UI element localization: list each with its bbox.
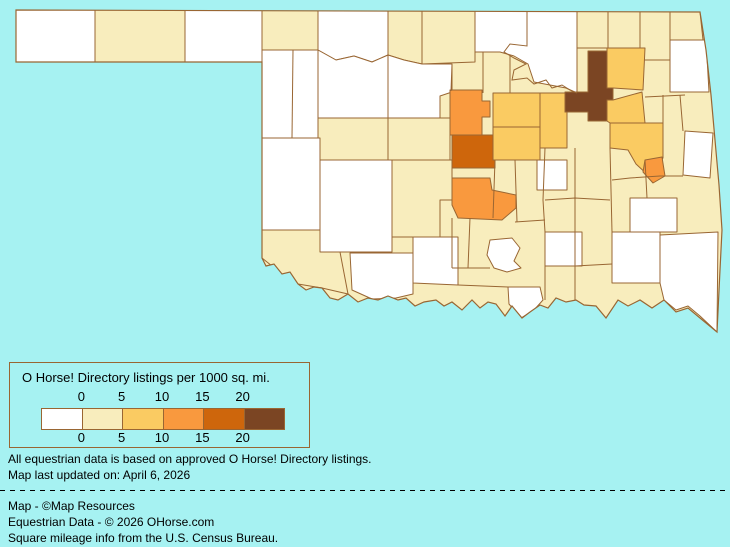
county-polygon bbox=[474, 10, 578, 94]
legend-tick-label: 10 bbox=[154, 389, 170, 404]
county-border-line bbox=[457, 284, 509, 288]
county-polygon bbox=[629, 197, 678, 233]
county-border-line bbox=[679, 94, 684, 132]
county-polygon bbox=[412, 236, 459, 286]
county-polygon bbox=[261, 10, 319, 51]
county-border-line bbox=[467, 217, 471, 269]
county-polygon bbox=[682, 130, 714, 179]
county-border-line bbox=[574, 263, 613, 267]
county-border-line bbox=[503, 10, 578, 94]
legend-swatch-dark_brown bbox=[244, 409, 284, 429]
legend-swatch-dark_orange bbox=[204, 409, 245, 429]
state-outline bbox=[15, 9, 723, 334]
county-border-line bbox=[291, 49, 294, 139]
county-polygon bbox=[261, 137, 321, 231]
county-polygon bbox=[421, 10, 476, 65]
legend-swatch-cream bbox=[82, 409, 123, 429]
legend-tick-label: 0 bbox=[77, 430, 85, 445]
legend-swatch-light bbox=[123, 409, 164, 429]
county-polygon bbox=[611, 231, 661, 284]
county-polygon bbox=[16, 10, 96, 63]
county-border-line bbox=[514, 219, 546, 223]
dashed-separator bbox=[0, 490, 730, 491]
county-polygon bbox=[261, 49, 319, 139]
county-polygon bbox=[317, 49, 389, 119]
county-polygon bbox=[539, 92, 568, 149]
map-updated-text: Map last updated on: April 6, 2026 bbox=[8, 468, 191, 482]
legend-swatch-white bbox=[42, 409, 83, 429]
legend-tick-label: 15 bbox=[195, 389, 210, 404]
county-polygon bbox=[317, 117, 389, 161]
legend-tick-label: 20 bbox=[235, 430, 250, 445]
equestrian-data-credit-text: Equestrian Data - © 2026 OHorse.com bbox=[8, 515, 215, 529]
county-polygon bbox=[492, 126, 541, 161]
legend-tick-label: 5 bbox=[118, 389, 126, 404]
legend-swatch-orange bbox=[163, 409, 204, 429]
county-border-line bbox=[644, 159, 648, 199]
county-border-line bbox=[544, 197, 611, 201]
legend-tick-label: 20 bbox=[235, 389, 250, 404]
county-polygon bbox=[94, 10, 186, 63]
legend-color-ramp bbox=[41, 408, 285, 430]
county-polygon bbox=[607, 10, 641, 49]
legend-tick-label: 0 bbox=[77, 389, 85, 404]
county-polygon bbox=[492, 92, 541, 128]
county-polygon bbox=[486, 237, 522, 273]
county-polygon bbox=[184, 10, 263, 63]
county-polygon bbox=[536, 159, 568, 191]
county-polygon bbox=[387, 117, 451, 161]
county-polygon bbox=[451, 134, 496, 169]
county-border-line bbox=[542, 147, 546, 233]
county-border-line bbox=[450, 63, 453, 92]
census-credit-text: Square mileage info from the U.S. Census… bbox=[8, 531, 279, 545]
legend-tick-label: 15 bbox=[195, 430, 210, 445]
county-polygon bbox=[349, 252, 414, 300]
data-disclaimer-text: All equestrian data is based on approved… bbox=[8, 452, 372, 466]
county-polygon bbox=[576, 10, 609, 49]
county-polygon bbox=[317, 10, 389, 63]
county-polygon bbox=[606, 47, 646, 91]
county-polygon bbox=[544, 231, 583, 267]
county-border-line bbox=[644, 94, 686, 98]
county-polygon bbox=[451, 177, 517, 221]
legend-tick-label: 5 bbox=[118, 430, 126, 445]
map-credit-text: Map - ©Map Resources bbox=[8, 499, 135, 513]
county-polygon bbox=[387, 10, 423, 65]
county-border-line bbox=[492, 159, 496, 219]
legend-box: O Horse! Directory listings per 1000 sq.… bbox=[9, 362, 310, 448]
legend-title: O Horse! Directory listings per 1000 sq.… bbox=[22, 370, 270, 385]
oklahoma-county-map bbox=[15, 9, 723, 334]
legend-tick-label: 10 bbox=[154, 430, 170, 445]
county-border-line bbox=[611, 175, 683, 181]
county-polygon bbox=[507, 286, 544, 319]
county-polygon bbox=[319, 159, 393, 253]
county-border-line bbox=[514, 159, 518, 223]
county-border-line bbox=[609, 147, 613, 233]
county-polygon bbox=[669, 39, 710, 93]
choropleth-svg bbox=[15, 9, 723, 334]
county-polygon bbox=[659, 231, 719, 332]
